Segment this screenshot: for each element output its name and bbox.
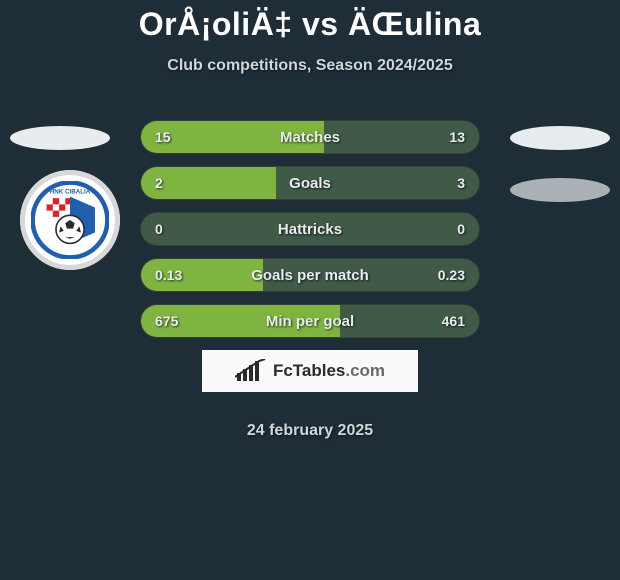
bar-chart-icon	[235, 359, 267, 383]
right-team-slot	[510, 126, 610, 150]
stat-right-value: 13	[449, 121, 465, 153]
brand-watermark: FcTables.com	[202, 350, 418, 392]
page-title: OrÅ¡oliÄ‡ vs ÄŒulina	[0, 0, 620, 43]
stat-label: Goals per match	[141, 259, 479, 291]
stat-right-value: 3	[457, 167, 465, 199]
team-logo-left: HNK CIBALIA	[20, 170, 120, 270]
stat-bar: 15 Matches 13	[140, 120, 480, 154]
stat-right-value: 0	[457, 213, 465, 245]
left-team-slot	[10, 126, 110, 150]
stat-bar: 0.13 Goals per match 0.23	[140, 258, 480, 292]
brand-text: FcTables.com	[273, 361, 385, 381]
brand-name: FcTables	[273, 361, 345, 380]
page-subtitle: Club competitions, Season 2024/2025	[0, 57, 620, 75]
comparison-date: 24 february 2025	[0, 422, 620, 440]
stat-label: Goals	[141, 167, 479, 199]
comparison-bars: 15 Matches 13 2 Goals 3 0 Hattricks 0 0.…	[140, 120, 480, 392]
stat-right-value: 461	[442, 305, 465, 337]
svg-text:HNK CIBALIA: HNK CIBALIA	[50, 188, 91, 195]
stat-bar: 2 Goals 3	[140, 166, 480, 200]
club-crest-icon: HNK CIBALIA	[31, 181, 109, 259]
stat-label: Matches	[141, 121, 479, 153]
brand-domain: .com	[345, 361, 385, 380]
stat-label: Min per goal	[141, 305, 479, 337]
stat-label: Hattricks	[141, 213, 479, 245]
right-team-slot-2	[510, 178, 610, 202]
stat-bar: 675 Min per goal 461	[140, 304, 480, 338]
stat-right-value: 0.23	[438, 259, 465, 291]
stat-bar: 0 Hattricks 0	[140, 212, 480, 246]
